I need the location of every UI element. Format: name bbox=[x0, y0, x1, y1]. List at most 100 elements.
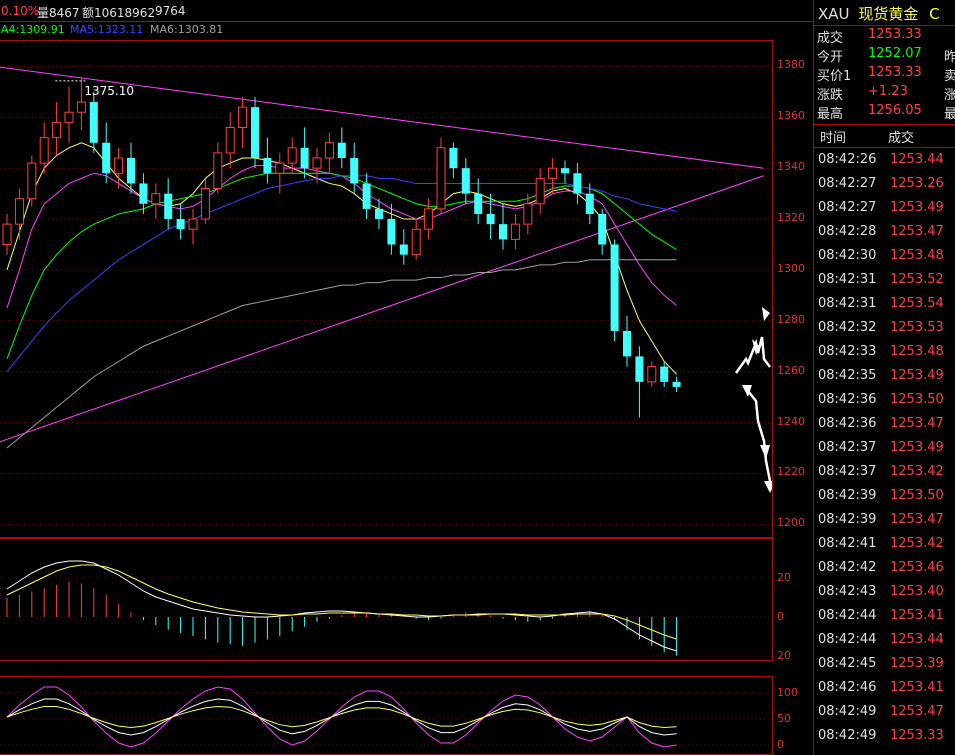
ticks-header-price: 成交 bbox=[888, 131, 915, 146]
macd-chart[interactable] bbox=[0, 539, 772, 660]
tick-row[interactable]: 08:42:45 1253.39 bbox=[814, 652, 955, 676]
tick-price: 1253.33 bbox=[890, 728, 944, 743]
tick-row[interactable]: 08:42:27 1253.26 bbox=[814, 172, 955, 196]
axis-tick-label: 20 bbox=[777, 649, 791, 662]
tick-time: 08:42:44 bbox=[818, 608, 877, 623]
quote-label: 今开 bbox=[817, 50, 844, 65]
tick-price: 1253.41 bbox=[890, 680, 944, 695]
tick-row[interactable]: 08:42:36 1253.47 bbox=[814, 412, 955, 436]
tick-row[interactable]: 08:42:37 1253.49 bbox=[814, 436, 955, 460]
price-chart[interactable]: 1375.10 bbox=[0, 41, 772, 537]
candle-body bbox=[486, 213, 495, 225]
candle-body bbox=[424, 208, 434, 230]
candle-body bbox=[89, 102, 98, 143]
tick-row[interactable]: 08:42:44 1253.41 bbox=[814, 604, 955, 628]
candle-body bbox=[102, 142, 111, 174]
tick-time: 08:42:33 bbox=[818, 344, 877, 359]
kdj-j-line bbox=[6, 686, 677, 748]
tick-price: 1253.50 bbox=[890, 392, 944, 407]
tick-time: 08:42:28 bbox=[818, 224, 877, 239]
quote-row: 买价1 1253.33 卖 bbox=[814, 64, 955, 84]
quote-value: 1256.05 bbox=[868, 103, 922, 118]
quote-label: 成交 bbox=[817, 31, 844, 46]
tick-price: 1253.52 bbox=[890, 272, 944, 287]
tick-row[interactable]: 08:42:26 1253.44 bbox=[814, 148, 955, 172]
tick-row[interactable]: 08:42:27 1253.49 bbox=[814, 196, 955, 220]
tick-row[interactable]: 08:42:31 1253.52 bbox=[814, 268, 955, 292]
axis-tick-label: 100 bbox=[777, 686, 798, 699]
quote-title: XAU 现货黄金 C bbox=[818, 3, 940, 24]
tick-row[interactable]: 08:42:44 1253.44 bbox=[814, 628, 955, 652]
quote-tail-label: 最 bbox=[944, 107, 955, 122]
tick-row[interactable]: 08:42:43 1253.40 bbox=[814, 580, 955, 604]
tick-row[interactable]: 08:42:49 1253.33 bbox=[814, 724, 955, 748]
quote-label: 涨跌 bbox=[817, 88, 844, 103]
tick-price: 1253.42 bbox=[890, 464, 944, 479]
axis-tick-label: 20 bbox=[777, 571, 791, 584]
tick-row[interactable]: 08:42:33 1253.48 bbox=[814, 340, 955, 364]
tick-row[interactable]: 08:42:36 1253.50 bbox=[814, 388, 955, 412]
candle-body bbox=[176, 219, 185, 230]
candle-body bbox=[127, 158, 135, 184]
tick-price: 1253.46 bbox=[890, 560, 944, 575]
macd-frame[interactable] bbox=[0, 538, 773, 661]
extra-value: 9764 bbox=[155, 4, 186, 18]
kdj-frame[interactable] bbox=[0, 676, 773, 755]
amount-text: 额10618962 bbox=[82, 6, 156, 20]
tick-row[interactable]: 08:42:46 1253.41 bbox=[814, 676, 955, 700]
macd-dea-line bbox=[6, 564, 677, 640]
tick-price: 1253.49 bbox=[890, 200, 944, 215]
candle-body bbox=[499, 224, 507, 240]
tick-time: 08:42:44 bbox=[818, 632, 877, 647]
candle-body bbox=[660, 366, 669, 382]
tick-row[interactable]: 08:42:41 1253.42 bbox=[814, 532, 955, 556]
candle-body bbox=[598, 213, 607, 245]
ma4-legend: A4:1309.91 bbox=[1, 23, 65, 36]
tick-time: 08:42:42 bbox=[818, 560, 877, 575]
tick-time: 08:42:27 bbox=[818, 200, 877, 215]
candle-body bbox=[510, 223, 520, 240]
candle-body bbox=[312, 157, 322, 169]
price-chart-frame[interactable]: 1375.10 bbox=[0, 40, 773, 538]
tick-row[interactable]: 08:42:39 1253.47 bbox=[814, 508, 955, 532]
tick-time: 08:42:39 bbox=[818, 512, 877, 527]
candle-body bbox=[275, 162, 285, 174]
candle-body bbox=[387, 219, 396, 245]
arrow-up-head bbox=[762, 307, 770, 321]
candle-body bbox=[337, 142, 346, 159]
tick-row[interactable]: 08:42:28 1253.47 bbox=[814, 220, 955, 244]
kdj-chart[interactable] bbox=[0, 677, 772, 754]
tick-time: 08:42:31 bbox=[818, 272, 877, 287]
candle-body bbox=[436, 147, 446, 210]
tick-price: 1253.47 bbox=[890, 416, 944, 431]
candle-body bbox=[225, 126, 235, 154]
tick-price: 1253.49 bbox=[890, 368, 944, 383]
tick-row[interactable]: 08:42:35 1253.49 bbox=[814, 364, 955, 388]
candle-body bbox=[188, 218, 198, 230]
tick-row[interactable]: 08:42:39 1253.50 bbox=[814, 484, 955, 508]
arrow-down-head bbox=[764, 481, 772, 493]
candle-body bbox=[461, 168, 470, 194]
tick-time: 08:42:36 bbox=[818, 416, 877, 431]
trendline bbox=[0, 66, 764, 169]
tick-time: 08:42:39 bbox=[818, 488, 877, 503]
arrow-down-path bbox=[747, 390, 772, 482]
tick-row[interactable]: 08:42:30 1253.48 bbox=[814, 244, 955, 268]
title-divider bbox=[814, 25, 955, 26]
tick-time: 08:42:31 bbox=[818, 296, 877, 311]
axis-tick-label: 50 bbox=[777, 712, 791, 725]
tick-price: 1253.53 bbox=[890, 320, 944, 335]
candle-body bbox=[324, 142, 334, 159]
tick-row[interactable]: 08:42:31 1253.54 bbox=[814, 292, 955, 316]
candle-body bbox=[585, 193, 594, 214]
quote-row: 最高 1256.05 最 bbox=[814, 102, 955, 122]
header-divider bbox=[0, 21, 813, 22]
symbol-name: 现货黄金 bbox=[858, 5, 919, 23]
tick-row[interactable]: 08:42:49 1253.47 bbox=[814, 700, 955, 724]
candle-body bbox=[573, 173, 582, 194]
tick-row[interactable]: 08:42:32 1253.53 bbox=[814, 316, 955, 340]
tick-row[interactable]: 08:42:37 1253.42 bbox=[814, 460, 955, 484]
kdj-axis: 100 50 0 bbox=[773, 676, 813, 755]
tick-row[interactable]: 08:42:42 1253.46 bbox=[814, 556, 955, 580]
axis-tick-label: 1200 bbox=[777, 516, 805, 530]
